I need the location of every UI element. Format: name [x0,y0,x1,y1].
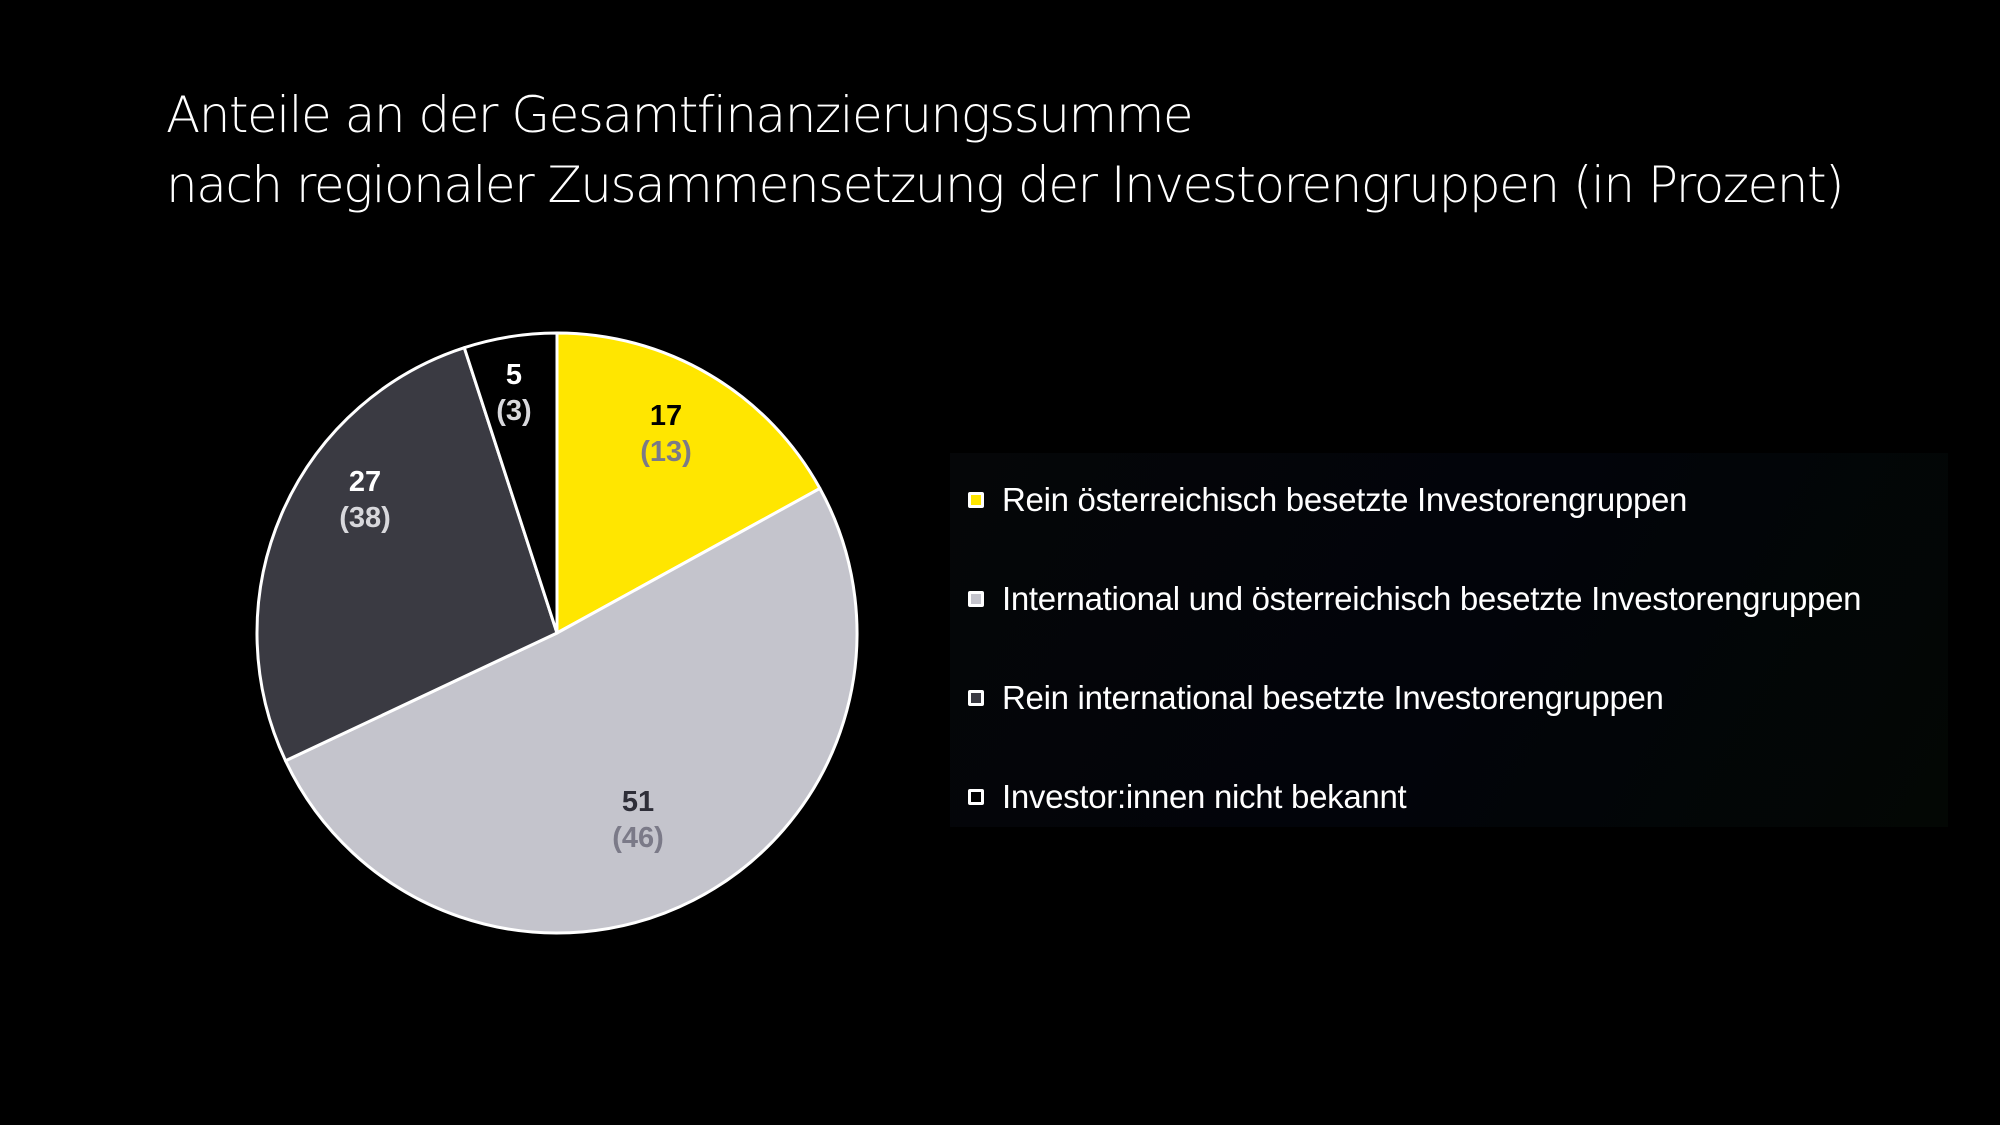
slice-value-label: 27 [349,466,381,498]
legend-label: Investor:innen nicht bekannt [1002,778,1407,815]
slice-previous-value-label: (46) [612,822,664,854]
pie-slice [284,486,859,935]
pie-slice [555,331,822,635]
legend-item: Rein international besetzte Investorengr… [968,678,1664,718]
slice-previous-value-label: (13) [640,436,692,468]
slice-value-label: 17 [650,400,682,432]
pie-slice [255,346,559,763]
slice-value-label: 51 [622,786,654,818]
chart-title: Anteile an der Gesamtfinanzierungssumme … [166,80,1845,220]
chart-title-line-2: nach regionaler Zusammensetzung der Inve… [166,156,1845,214]
chart-title-line-1: Anteile an der Gesamtfinanzierungssumme [166,86,1194,144]
slice-previous-value-label: (3) [496,395,531,427]
legend-label: Rein international besetzte Investorengr… [1002,679,1664,716]
legend-item: International und österreichisch besetzt… [968,579,1861,619]
legend-swatch [968,690,984,706]
legend-label: International und österreichisch besetzt… [1002,580,1862,617]
legend-swatch [968,591,984,607]
legend-item: Investor:innen nicht bekannt [968,777,1407,817]
pie-slice [462,331,559,635]
legend-item: Rein österreichisch besetzte Investoreng… [968,480,1687,520]
legend-background [950,453,1948,827]
slice-previous-value-label: (38) [339,502,391,534]
legend-label: Rein österreichisch besetzte Investoreng… [1002,481,1688,518]
legend-swatch [968,789,984,805]
legend-swatch [968,492,984,508]
slice-value-label: 5 [506,359,522,391]
